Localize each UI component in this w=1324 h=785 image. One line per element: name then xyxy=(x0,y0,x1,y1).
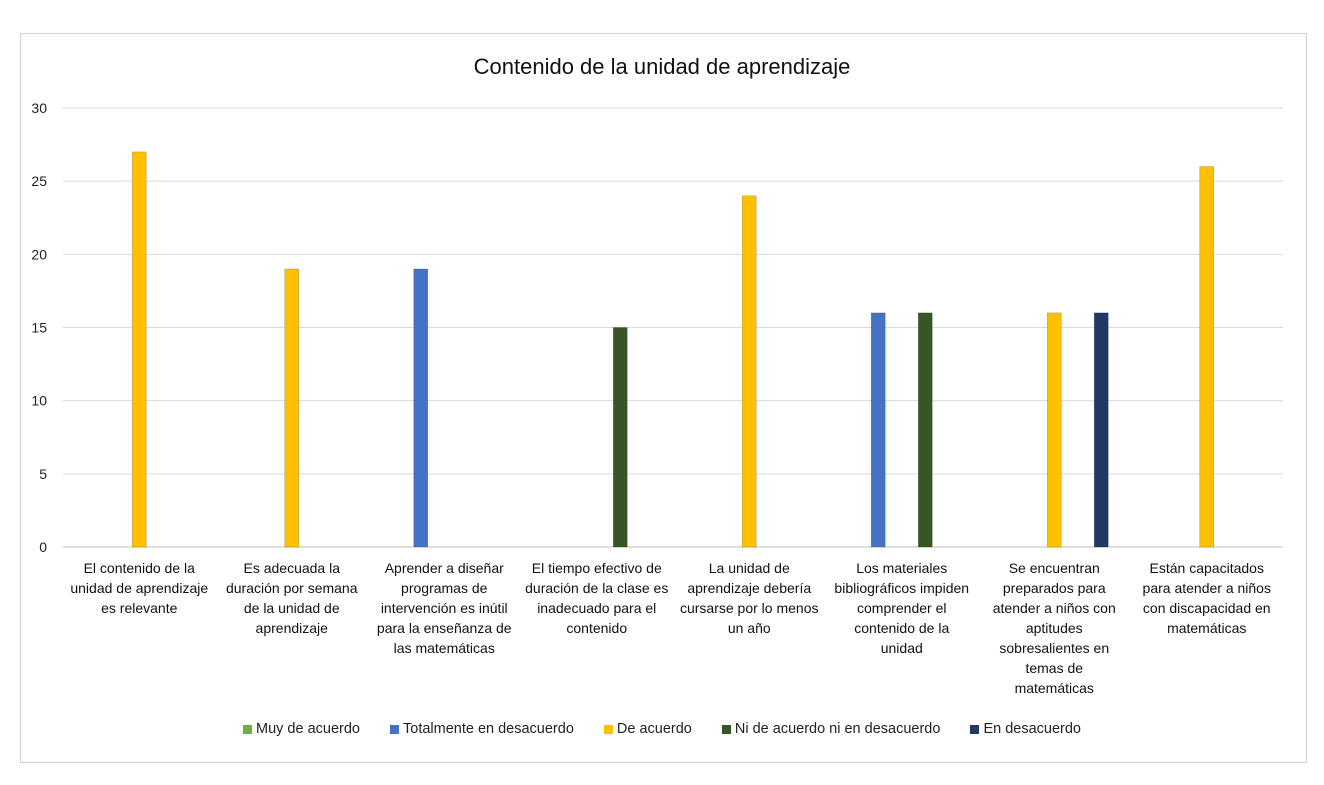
bar-de-acuerdo xyxy=(1046,312,1062,548)
legend-item: Muy de acuerdo xyxy=(243,721,360,737)
legend-label: De acuerdo xyxy=(616,721,692,737)
x-tick-label: El contenido de la unidad de aprendizaje… xyxy=(70,560,209,616)
legend-swatch xyxy=(970,724,980,734)
bar-de-acuerdo xyxy=(1199,166,1215,548)
x-tick-label: Es adecuada la duración por semana de la… xyxy=(225,560,358,636)
y-tick-label: 5 xyxy=(39,466,47,482)
chart-title: Contenido de la unidad de aprendizaje xyxy=(473,54,851,79)
legend-swatch xyxy=(603,724,613,734)
bar-en-desacuerdo xyxy=(1093,312,1109,548)
bar-de-acuerdo xyxy=(131,151,147,548)
legend-label: Totalmente en desacuerdo xyxy=(403,721,574,737)
legend-item: Ni de acuerdo ni en desacuerdo xyxy=(721,721,941,737)
bar-ni-de-acuerdo-ni-en-desacuerdo xyxy=(612,327,628,548)
x-tick-label: Aprender a diseñar programas de interven… xyxy=(376,560,512,656)
y-tick-label: 10 xyxy=(31,393,47,409)
legend-item: Totalmente en desacuerdo xyxy=(390,721,574,737)
legend-label: Muy de acuerdo xyxy=(256,721,360,737)
legend-label: Ni de acuerdo ni en desacuerdo xyxy=(734,721,941,737)
bar-ni-de-acuerdo-ni-en-desacuerdo xyxy=(917,312,933,548)
bar-totalmente-en-desacuerdo xyxy=(870,312,886,548)
legend: Muy de acuerdo Totalmente en desacuerdo De… xyxy=(0,721,1324,737)
chart-frame xyxy=(20,33,1307,763)
bar-de-acuerdo xyxy=(741,195,757,548)
y-tick-label: 15 xyxy=(31,320,47,336)
x-tick-label: Se encuentran preparados para atender a … xyxy=(992,560,1116,696)
legend-label: En desacuerdo xyxy=(983,721,1081,737)
y-tick-label: 25 xyxy=(31,173,47,189)
x-tick-label: Los materiales bibliográficos impiden co… xyxy=(834,560,970,656)
x-tick-label: El tiempo efectivo de duración de la cla… xyxy=(525,560,669,636)
legend-swatch xyxy=(721,724,731,734)
legend-swatch xyxy=(243,724,253,734)
x-tick-label: La unidad de aprendizaje debería cursars… xyxy=(679,560,819,636)
y-tick-label: 30 xyxy=(31,100,47,116)
y-tick-label: 0 xyxy=(39,539,47,555)
legend-item: De acuerdo xyxy=(603,721,692,737)
bar-totalmente-en-desacuerdo xyxy=(413,268,429,548)
legend-swatch xyxy=(390,724,399,734)
y-tick-label: 20 xyxy=(31,246,47,262)
legend-item: En desacuerdo xyxy=(970,721,1081,737)
x-tick-label: Están capacitados para atender a niños c… xyxy=(1142,560,1271,636)
bar-de-acuerdo xyxy=(284,268,300,548)
